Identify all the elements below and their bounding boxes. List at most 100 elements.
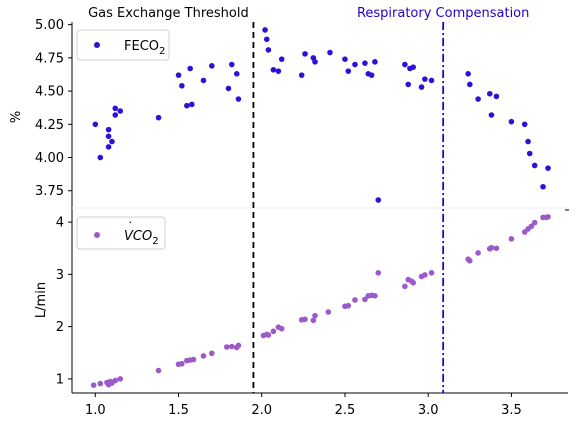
- bottom-data-point: [278, 325, 285, 332]
- bottom-data-point: [475, 250, 481, 256]
- top-data-point: [428, 77, 435, 84]
- top-data-point: [405, 81, 412, 88]
- bottom-data-point: [265, 332, 272, 338]
- top-data-point: [545, 165, 551, 171]
- top-data-point: [228, 61, 235, 68]
- bottom-data-point: [90, 382, 97, 388]
- bottom-data-point: [270, 328, 277, 335]
- top-data-point: [189, 101, 195, 108]
- bottom-data-point: [302, 316, 308, 323]
- top-data-point: [422, 76, 428, 82]
- top-data-point: [92, 121, 99, 128]
- x-tick-label: 2.0: [251, 403, 272, 418]
- bottom-data-point: [543, 214, 550, 221]
- bottom-y-tick-label: 1: [56, 372, 64, 387]
- top-data-point: [225, 85, 232, 92]
- bottom-data-point: [209, 350, 215, 357]
- bottom-scatter-points: [90, 214, 551, 388]
- top-y-tick-label: 3.75: [35, 184, 64, 199]
- bottom-panel: L/min 1 2 3 4 1.0 1.5 2.0 2.5 3.0 3.5 ˙ VCO2: [34, 208, 568, 418]
- top-data-point: [105, 126, 112, 133]
- top-data-point: [179, 82, 185, 89]
- top-data-point: [508, 118, 515, 125]
- top-data-point: [342, 56, 348, 62]
- top-data-point: [302, 51, 308, 57]
- bottom-data-point: [466, 257, 473, 264]
- top-data-point: [521, 121, 528, 128]
- top-data-point: [475, 96, 481, 102]
- gas-exchange-threshold-label: Gas Exchange Threshold: [88, 6, 249, 21]
- bottom-data-point: [352, 297, 358, 303]
- top-data-point: [263, 36, 270, 43]
- x-ticks: 1.0 1.5 2.0 2.5 3.0 3.5: [85, 393, 522, 418]
- bottom-legend-marker: [94, 232, 100, 238]
- bottom-y-tick-label: 2: [56, 320, 64, 335]
- top-legend-label: FECO2: [124, 39, 165, 57]
- bottom-y-axis-label: L/min: [34, 282, 49, 318]
- top-data-point: [345, 68, 352, 74]
- top-data-point: [312, 59, 318, 65]
- bottom-legend-label: VCO2: [124, 229, 159, 247]
- top-y-tick-label: 4.25: [35, 118, 64, 133]
- top-data-point: [278, 56, 285, 62]
- bottom-data-point: [531, 219, 538, 226]
- top-data-point: [525, 138, 531, 145]
- top-data-point: [265, 47, 272, 53]
- bottom-data-point: [402, 283, 408, 290]
- bottom-data-point: [310, 317, 317, 324]
- top-data-point: [112, 105, 119, 112]
- bottom-data-point: [325, 309, 332, 315]
- top-data-point: [465, 71, 471, 77]
- top-data-point: [410, 64, 417, 70]
- bottom-data-point: [508, 236, 515, 242]
- top-data-point: [209, 63, 215, 69]
- top-data-point: [375, 197, 382, 203]
- top-data-point: [112, 112, 119, 118]
- bottom-data-point: [372, 292, 378, 299]
- top-scatter-points: [92, 27, 551, 203]
- top-y-tick-label: 4.50: [35, 85, 64, 100]
- top-data-point: [275, 68, 282, 74]
- top-data-point: [418, 84, 425, 90]
- bottom-data-point: [155, 367, 162, 374]
- bottom-data-point: [410, 279, 417, 286]
- top-panel: % 3.75 4.00 4.25 4.50 4.75 5.00 FECO2: [9, 18, 551, 208]
- top-data-point: [466, 81, 473, 88]
- bottom-data-point: [200, 353, 207, 359]
- bottom-data-point: [223, 344, 230, 350]
- top-data-point: [526, 150, 533, 157]
- top-data-point: [531, 162, 538, 169]
- top-data-point: [372, 59, 378, 65]
- bottom-data-point: [345, 302, 352, 309]
- top-data-point: [368, 72, 375, 78]
- top-y-ticks: 3.75 4.00 4.25 4.50 4.75 5.00: [35, 18, 72, 199]
- top-data-point: [105, 144, 112, 150]
- top-data-point: [233, 71, 240, 77]
- bottom-y-tick-label: 4: [56, 216, 64, 231]
- bottom-data-point: [375, 270, 382, 276]
- top-y-tick-label: 4.75: [35, 51, 64, 66]
- x-tick-label: 1.5: [168, 403, 189, 418]
- top-data-point: [327, 49, 333, 56]
- top-data-point: [298, 72, 305, 78]
- bottom-data-point: [488, 244, 495, 251]
- top-data-point: [117, 108, 124, 114]
- bottom-y-tick-label: 3: [56, 268, 64, 283]
- top-y-tick-label: 5.00: [35, 18, 64, 33]
- bottom-data-point: [493, 245, 500, 252]
- top-data-point: [262, 27, 268, 33]
- bottom-data-point: [428, 270, 435, 276]
- top-data-point: [187, 65, 193, 72]
- top-data-point: [488, 112, 495, 118]
- bottom-data-point: [112, 377, 119, 384]
- bottom-data-point: [190, 356, 197, 363]
- top-data-point: [270, 67, 277, 73]
- bottom-data-point: [117, 376, 124, 382]
- top-legend-marker: [94, 42, 100, 48]
- top-data-point: [109, 138, 115, 145]
- top-legend: FECO2: [76, 29, 170, 61]
- top-data-point: [493, 93, 500, 100]
- x-tick-label: 3.0: [418, 403, 439, 418]
- top-data-point: [235, 96, 242, 102]
